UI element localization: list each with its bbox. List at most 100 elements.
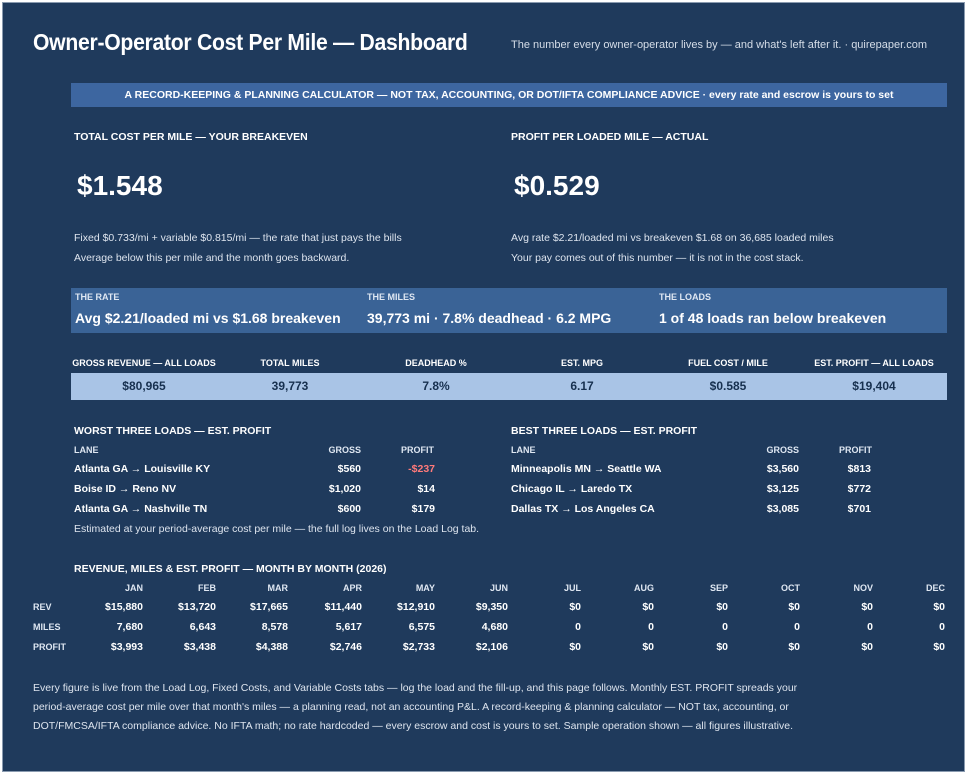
monthly-title: REVENUE, MILES & EST. PROFIT — MONTH BY …: [74, 563, 387, 575]
monthly-cell-miles-oct: 0: [794, 621, 800, 633]
monthly-cell-miles-jan: 7,680: [116, 621, 143, 633]
stat-label-deadhead: DEADHEAD %: [405, 358, 467, 368]
monthly-cell-miles-jul: 0: [575, 621, 581, 633]
kpi-profit-label: PROFIT PER LOADED MILE — ACTUAL: [511, 131, 709, 143]
footer-line-1: Every figure is live from the Load Log, …: [33, 682, 798, 694]
kpi-profit-note-1: Avg rate $2.21/loaded mi vs breakeven $1…: [511, 232, 834, 244]
month-header-sep: SEP: [709, 583, 728, 593]
best-row-2-profit: $772: [847, 483, 871, 495]
monthly-cell-profit-feb: $3,438: [183, 641, 216, 653]
monthly-cell-miles-may: 6,575: [408, 621, 435, 633]
worst-col-gross: GROSS: [328, 445, 361, 455]
best-row-3-profit: $701: [847, 503, 871, 515]
worst-row-2-lane: Boise ID → Reno NV: [74, 483, 177, 495]
footer-line-2: period-average cost per mile over that m…: [33, 701, 789, 713]
monthly-cell-miles-aug: 0: [648, 621, 654, 633]
monthly-cell-miles-mar: 8,578: [261, 621, 288, 633]
best-row-2-gross: $3,125: [766, 483, 799, 495]
monthly-cell-profit-jun: $2,106: [475, 641, 508, 653]
stat-value-deadhead: 7.8%: [422, 379, 450, 393]
stat-value-gross-revenue: $80,965: [122, 379, 166, 393]
monthly-cell-profit-mar: $4,388: [255, 641, 288, 653]
month-header-jul: JUL: [563, 583, 581, 593]
monthly-cell-rev-may: $12,910: [397, 601, 435, 613]
monthly-row-label-profit: PROFIT: [33, 642, 66, 652]
best-row-1-lane: Minneapolis MN → Seattle WA: [511, 463, 662, 475]
kpi-cost-note-1: Fixed $0.733/mi + variable $0.815/mi — t…: [74, 232, 402, 244]
monthly-cell-rev-feb: $13,720: [178, 601, 216, 613]
monthly-cell-profit-nov: $0: [861, 641, 873, 653]
monthly-row-label-rev: REV: [33, 602, 52, 612]
monthly-cell-rev-sep: $0: [716, 601, 728, 613]
monthly-cell-rev-jul: $0: [569, 601, 581, 613]
stat-label-mpg: EST. MPG: [560, 358, 603, 368]
best-col-lane: LANE: [511, 445, 536, 455]
stat-label-gross-revenue: GROSS REVENUE — ALL LOADS: [72, 358, 216, 368]
month-header-dec: DEC: [925, 583, 945, 593]
monthly-cell-miles-dec: 0: [939, 621, 945, 633]
stat-value-est-profit: $19,404: [852, 379, 896, 393]
best-loads-title: BEST THREE LOADS — EST. PROFIT: [511, 425, 698, 437]
stat-value-total-miles: 39,773: [271, 379, 309, 393]
month-header-nov: NOV: [853, 583, 873, 593]
kpi-profit-note-2: Your pay comes out of this number — it i…: [511, 252, 804, 264]
month-header-apr: APR: [342, 583, 362, 593]
worst-row-1-gross: $560: [337, 463, 361, 475]
kpi-cost-note-2: Average below this per mile and the mont…: [74, 252, 350, 264]
worst-col-lane: LANE: [74, 445, 99, 455]
monthly-cell-miles-sep: 0: [722, 621, 728, 633]
stat-label-fuel-cost: FUEL COST / MILE: [688, 358, 768, 368]
kpi-cost-value: $1.548: [77, 170, 163, 201]
monthly-cell-profit-jul: $0: [569, 641, 581, 653]
best-col-gross: GROSS: [766, 445, 799, 455]
monthly-cell-miles-jun: 4,680: [481, 621, 508, 633]
worst-row-1-profit: -$237: [408, 463, 435, 475]
best-row-3-lane: Dallas TX → Los Angeles CA: [511, 503, 655, 515]
kpi-cost-label: TOTAL COST PER MILE — YOUR BREAKEVEN: [74, 131, 308, 143]
monthly-cell-miles-feb: 6,643: [189, 621, 216, 633]
monthly-cell-profit-oct: $0: [788, 641, 800, 653]
page-tagline: The number every owner-operator lives by…: [511, 39, 928, 51]
monthly-cell-rev-dec: $0: [933, 601, 945, 613]
monthly-cell-miles-apr: 5,617: [335, 621, 362, 633]
worst-loads-note: Estimated at your period-average cost pe…: [74, 523, 480, 535]
monthly-cell-profit-dec: $0: [933, 641, 945, 653]
stat-label-est-profit: EST. PROFIT — ALL LOADS: [814, 358, 934, 368]
monthly-cell-rev-jun: $9,350: [475, 601, 508, 613]
best-row-2-lane: Chicago IL → Laredo TX: [511, 483, 633, 495]
stat-value-fuel-cost: $0.585: [709, 379, 747, 393]
month-header-oct: OCT: [781, 583, 800, 593]
disclaimer-banner: A RECORD-KEEPING & PLANNING CALCULATOR —…: [71, 83, 947, 107]
worst-row-3-lane: Atlanta GA → Nashville TN: [74, 503, 208, 515]
monthly-cell-rev-aug: $0: [642, 601, 654, 613]
stat-value-mpg: 6.17: [570, 379, 594, 393]
monthly-cell-rev-mar: $17,665: [250, 601, 288, 613]
worst-row-1-lane: Atlanta GA → Louisville KY: [74, 463, 211, 475]
band-rate-value: Avg $2.21/loaded mi vs $1.68 breakeven: [75, 310, 341, 326]
worst-row-2-profit: $14: [417, 483, 435, 495]
best-col-profit: PROFIT: [839, 445, 872, 455]
stat-label-total-miles: TOTAL MILES: [260, 358, 320, 368]
month-header-may: MAY: [415, 583, 435, 593]
band-loads-label: THE LOADS: [659, 292, 712, 302]
month-header-jun: JUN: [489, 583, 508, 593]
band-loads-value: 1 of 48 loads ran below breakeven: [659, 310, 887, 326]
monthly-cell-profit-jan: $3,993: [110, 641, 143, 653]
monthly-cell-rev-apr: $11,440: [324, 601, 362, 613]
monthly-cell-profit-apr: $2,746: [329, 641, 362, 653]
band-rate-label: THE RATE: [75, 292, 120, 302]
monthly-cell-rev-jan: $15,880: [105, 601, 143, 613]
page-title: Owner-Operator Cost Per Mile — Dashboard: [33, 29, 468, 55]
month-header-jan: JAN: [124, 583, 143, 593]
monthly-cell-profit-aug: $0: [642, 641, 654, 653]
band-miles-label: THE MILES: [367, 292, 416, 302]
stat-strip: $80,965 39,773 7.8% 6.17 $0.585 $19,404: [71, 373, 947, 400]
month-header-feb: FEB: [198, 583, 216, 593]
worst-row-2-gross: $1,020: [328, 483, 361, 495]
monthly-cell-miles-nov: 0: [867, 621, 873, 633]
monthly-cell-rev-oct: $0: [788, 601, 800, 613]
summary-band: THE RATE Avg $2.21/loaded mi vs $1.68 br…: [71, 288, 947, 333]
band-miles-value: 39,773 mi · 7.8% deadhead · 6.2 MPG: [367, 310, 612, 326]
worst-row-3-gross: $600: [337, 503, 361, 515]
